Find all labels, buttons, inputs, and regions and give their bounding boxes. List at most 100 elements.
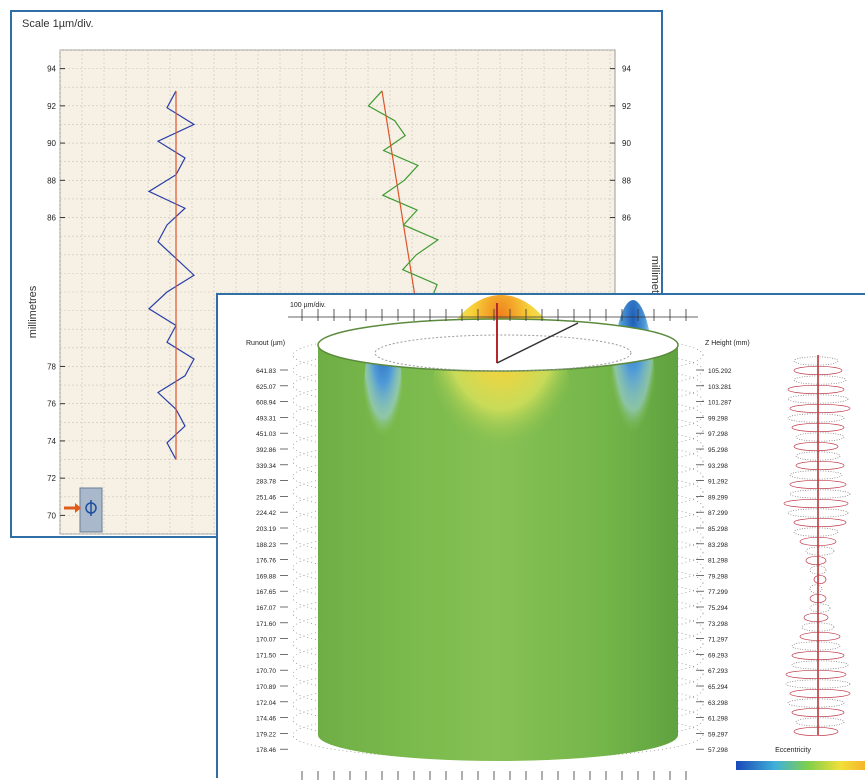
- eccentricity-ring: [789, 688, 851, 699]
- eccentricity-ring: [805, 555, 827, 566]
- z-height-tick-label: 99.298: [708, 415, 728, 422]
- eccentricity-ring: [787, 698, 845, 708]
- y-tick-label: 94: [47, 65, 56, 74]
- eccentricity-ring: [787, 394, 849, 404]
- eccentricity-ring: [793, 375, 847, 385]
- eccentricity-ring: [803, 612, 829, 623]
- runout-tick-label: 170.89: [256, 684, 276, 691]
- runout-tick-label: 167.07: [256, 605, 276, 612]
- z-height-tick-label: 65.294: [708, 684, 728, 691]
- runout-tick-label: 176.76: [256, 558, 276, 565]
- z-height-tick-label: 97.298: [708, 431, 728, 438]
- eccentricity-colorbar: [736, 761, 865, 770]
- z-height-tick-label: 73.298: [708, 621, 728, 628]
- runout-tick-label: 251.46: [256, 494, 276, 501]
- z-height-label: Z Height (mm): [705, 340, 750, 347]
- z-height-tick-label: 77.299: [708, 589, 728, 596]
- eccentricity-ring: [813, 574, 827, 585]
- arrow-right-icon: [64, 503, 81, 513]
- eccentricity-ring: [785, 679, 851, 689]
- runout-label: Runout (µm): [246, 340, 285, 347]
- eccentricity-ring: [795, 717, 845, 727]
- z-height-tick-label: 85.298: [708, 526, 728, 533]
- z-height-tick-label: 59.297: [708, 731, 728, 738]
- eccentricity-ring: [793, 527, 839, 537]
- y-tick-label: 74: [47, 437, 56, 446]
- y-tick-label: 88: [47, 176, 56, 185]
- eccentricity-ring: [795, 432, 845, 442]
- cylinder-3d-panel: 100 µm/div. Runout (µm) Z Height (mm) 64…: [216, 293, 865, 780]
- runout-tick-label: 339.34: [256, 463, 276, 470]
- eccentricity-ring: [789, 470, 843, 480]
- runout-tick-label: 493.31: [256, 415, 276, 422]
- runout-tick-label: 172.04: [256, 700, 276, 707]
- y-tick-label: 72: [47, 474, 56, 483]
- z-height-tick-label: 105.292: [708, 368, 732, 375]
- z-height-tick-label: 95.298: [708, 447, 728, 454]
- runout-tick-label: 451.03: [256, 431, 276, 438]
- y-tick-label-right: 94: [622, 65, 631, 74]
- cylinder-top-inner: [374, 334, 632, 372]
- eccentricity-ring: [791, 707, 845, 718]
- eccentricity-ring: [795, 460, 845, 471]
- eccentricity-ring: [789, 479, 847, 490]
- runout-tick-label: 608.94: [256, 400, 276, 407]
- eccentricity-ring: [809, 584, 823, 594]
- runout-tick-label: 178.46: [256, 747, 276, 754]
- y-tick-label: 86: [47, 214, 56, 223]
- runout-tick-label: 188.23: [256, 542, 276, 549]
- eccentricity-ring: [793, 356, 839, 366]
- cursor-toggle-button[interactable]: [79, 487, 103, 533]
- runout-tick-label: 179.22: [256, 731, 276, 738]
- y-tick-label-right: 90: [622, 139, 631, 148]
- eccentricity-ring: [787, 508, 849, 518]
- eccentricity-ring: [795, 451, 841, 461]
- y-tick-label-right: 86: [622, 214, 631, 223]
- y-tick-label: 92: [47, 102, 56, 111]
- eccentricity-ring: [809, 565, 827, 575]
- z-height-tick-label: 79.298: [708, 573, 728, 580]
- top-scale-label: 100 µm/div.: [290, 302, 326, 309]
- eccentricity-label: Eccentricity: [775, 747, 811, 754]
- z-height-tick-label: 101.287: [708, 400, 732, 407]
- runout-tick-label: 167.65: [256, 589, 276, 596]
- runout-tick-label: 170.70: [256, 668, 276, 675]
- z-height-tick-label: 57.298: [708, 747, 728, 754]
- z-height-tick-label: 103.281: [708, 384, 732, 391]
- eccentricity-ring: [789, 403, 851, 414]
- runout-tick-label: 283.78: [256, 479, 276, 486]
- eccentricity-ring: [789, 489, 851, 499]
- runout-tick-label: 171.60: [256, 621, 276, 628]
- z-height-tick-label: 69.293: [708, 652, 728, 659]
- eccentricity-ring: [783, 498, 849, 509]
- eccentricity-ring: [791, 650, 845, 661]
- y-tick-label: 90: [47, 139, 56, 148]
- runout-tick-label: 174.46: [256, 716, 276, 723]
- z-height-tick-label: 63.298: [708, 700, 728, 707]
- z-height-tick-label: 89.299: [708, 494, 728, 501]
- eccentricity-ring: [785, 669, 847, 680]
- y-tick-label-right: 88: [622, 176, 631, 185]
- eccentricity-ring: [801, 622, 835, 632]
- eccentricity-ring: [793, 441, 839, 452]
- runout-tick-label: 224.42: [256, 510, 276, 517]
- runout-tick-label: 171.50: [256, 652, 276, 659]
- z-height-tick-label: 91.292: [708, 479, 728, 486]
- plot-title: Scale 1µm/div.: [22, 18, 94, 30]
- z-height-tick-label: 83.298: [708, 542, 728, 549]
- z-height-tick-label: 81.298: [708, 558, 728, 565]
- z-height-tick-label: 67.293: [708, 668, 728, 675]
- eccentricity-ring: [799, 536, 837, 547]
- y-axis-label: millimetres: [27, 285, 39, 338]
- runout-tick-label: 392.86: [256, 447, 276, 454]
- runout-tick-label: 641.83: [256, 368, 276, 375]
- runout-tick-label: 625.07: [256, 384, 276, 391]
- eccentricity-ring: [791, 641, 841, 651]
- z-height-tick-label: 87.299: [708, 510, 728, 517]
- cylinder-plot: 100 µm/div. Runout (µm) Z Height (mm) 64…: [246, 295, 865, 780]
- cylinder-body: [318, 345, 678, 761]
- eccentricity-ring: [791, 422, 845, 433]
- eccentricity-ring: [809, 593, 827, 604]
- z-height-tick-label: 61.298: [708, 716, 728, 723]
- runout-tick-label: 169.88: [256, 573, 276, 580]
